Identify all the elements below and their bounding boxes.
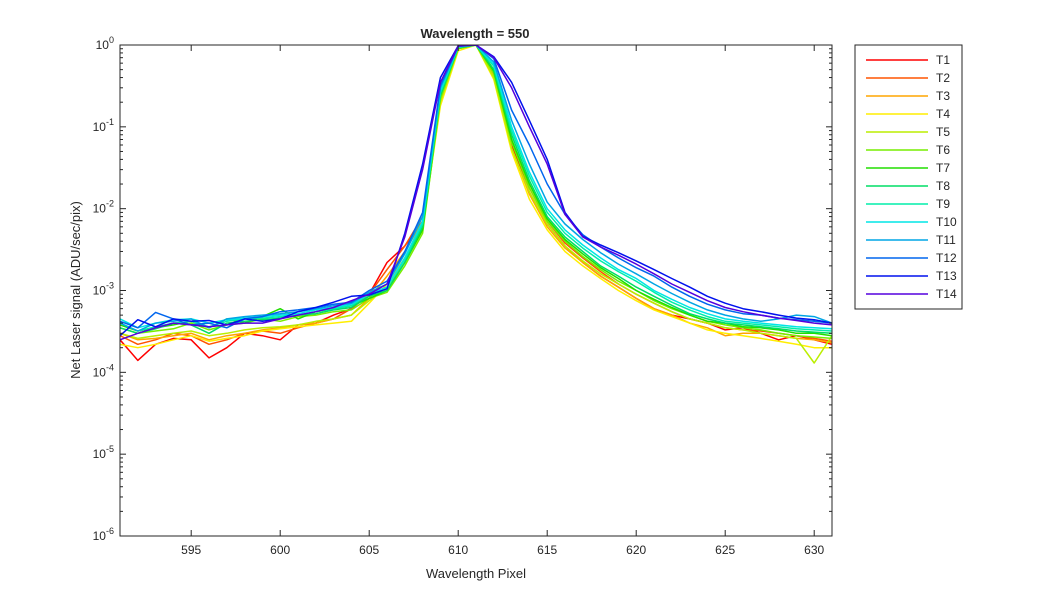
legend-label-t10: T10 (936, 215, 957, 229)
x-tick-label: 595 (181, 543, 201, 557)
legend-label-t12: T12 (936, 251, 957, 265)
chart-title: Wavelength = 550 (421, 26, 530, 41)
y-tick-label: 100 (96, 35, 114, 52)
legend-label-t1: T1 (936, 53, 950, 67)
legend-label-t13: T13 (936, 269, 957, 283)
legend-box (854, 44, 963, 310)
series-layer (120, 45, 832, 364)
x-tick-label: 625 (715, 543, 735, 557)
legend-label-t3: T3 (936, 89, 950, 103)
legend-label-t5: T5 (936, 125, 950, 139)
legend-label-t14: T14 (936, 287, 957, 301)
series-line-t4 (120, 45, 832, 349)
y-tick-label: 10-3 (93, 281, 114, 298)
y-tick-label: 10-5 (93, 444, 114, 461)
y-tick-label: 10-2 (93, 199, 114, 216)
legend: T1 T2 T3 T4 T5 T6 T7 T8 T9 T10 T11 T12 T13 T14 (854, 44, 963, 310)
series-line-t14 (120, 45, 832, 341)
series-line-t13 (120, 45, 832, 337)
x-tick-label: 620 (626, 543, 646, 557)
x-tick-label: 600 (270, 543, 290, 557)
series-line-t5 (120, 45, 832, 364)
y-tick-label: 10-4 (93, 362, 114, 379)
legend-label-t8: T8 (936, 179, 950, 193)
series-line-t9 (120, 45, 832, 332)
x-tick-label: 610 (448, 543, 468, 557)
x-axis-label: Wavelength Pixel (426, 566, 526, 581)
series-line-t10 (120, 45, 832, 330)
x-tick-label: 615 (537, 543, 557, 557)
axes-layer: 595 600 605 610 615 620 625 630 10-6 10-5 10-4 10-3… (93, 35, 833, 557)
y-axis-label: Net Laser signal (ADU/sec/pix) (68, 201, 83, 379)
legend-label-t6: T6 (936, 143, 950, 157)
series-line-t11 (120, 45, 832, 332)
y-tick-label: 10-1 (93, 117, 114, 134)
series-line-t12 (120, 45, 832, 329)
legend-label-t11: T11 (936, 233, 956, 247)
legend-label-t9: T9 (936, 197, 950, 211)
legend-label-t4: T4 (936, 107, 950, 121)
x-tick-label: 630 (804, 543, 824, 557)
y-tick-label: 10-6 (93, 526, 114, 543)
plot-area (120, 45, 832, 536)
legend-items: T1 T2 T3 T4 T5 T6 T7 T8 T9 T10 T11 T12 T13 T14 (866, 53, 957, 301)
legend-label-t7: T7 (936, 161, 950, 175)
x-tick-label: 605 (359, 543, 379, 557)
legend-label-t2: T2 (936, 71, 950, 85)
